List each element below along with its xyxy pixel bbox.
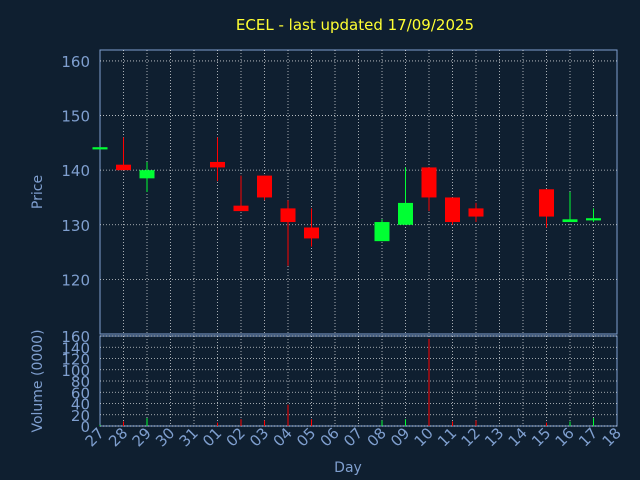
volume-axis-label: Volume (0000)	[30, 329, 46, 432]
x-tick-label: 11	[434, 424, 460, 450]
candle-body	[233, 205, 249, 212]
x-tick-label: 16	[552, 424, 578, 450]
candle-body	[468, 208, 484, 217]
x-tick-label: 06	[317, 424, 343, 450]
candle-body	[257, 175, 272, 198]
volume-tick-label: 140	[61, 339, 90, 357]
volume-tick-label: 0	[80, 418, 90, 436]
x-tick-label: 13	[481, 424, 507, 450]
x-axis-label: Day	[334, 460, 362, 476]
x-tick-label: 08	[364, 424, 390, 450]
volume-tick-label: 100	[61, 362, 90, 380]
price-panel: 120 130 140 150 160	[61, 49, 618, 335]
x-tick-label: 29	[129, 424, 155, 450]
volume-tick-label: 60	[71, 384, 90, 402]
candle-body	[421, 167, 437, 198]
price-tick-label: 160	[61, 53, 90, 71]
candle-body	[562, 219, 578, 223]
candle-body	[398, 202, 413, 225]
candle-body	[539, 189, 554, 217]
volume-tick-label: 120	[61, 351, 90, 369]
price-axis-label: Price	[30, 175, 46, 209]
x-tick-label: 04	[270, 424, 296, 450]
candle-body	[280, 208, 296, 223]
x-tick-label: 14	[505, 424, 531, 450]
x-tick-labels: 2728293031010203040506070809101112131415…	[82, 424, 625, 450]
x-tick-label: 17	[575, 424, 601, 450]
x-tick-label: 31	[176, 424, 202, 450]
x-tick-label: 02	[223, 424, 249, 450]
candle-body	[586, 218, 601, 221]
candle-body	[116, 164, 131, 171]
candle-body	[92, 147, 108, 150]
price-tick-label: 150	[61, 108, 90, 126]
x-tick-label: 07	[340, 424, 366, 450]
chart-title: ECEL - last updated 17/09/2025	[236, 16, 474, 34]
x-tick-label: 18	[599, 424, 625, 450]
x-tick-label: 15	[528, 424, 554, 450]
candle-body	[210, 161, 225, 168]
volume-tick-label: 20	[71, 407, 90, 425]
volume-tick-label: 160	[61, 328, 90, 346]
candle-body	[304, 227, 319, 239]
price-tick-label: 130	[61, 217, 90, 235]
candle-body	[374, 222, 390, 242]
x-tick-label: 10	[411, 424, 437, 450]
x-tick-label: 30	[152, 424, 178, 450]
x-tick-label: 01	[199, 424, 225, 450]
x-tick-label: 09	[387, 424, 413, 450]
x-tick-label: 28	[105, 424, 131, 450]
candle-body	[445, 197, 460, 223]
volume-tick-label: 80	[71, 373, 90, 391]
volume-tick-label: 40	[71, 396, 90, 414]
x-tick-label: 03	[246, 424, 272, 450]
candle-body	[139, 170, 155, 179]
price-tick-label: 120	[61, 271, 90, 289]
price-tick-label: 140	[61, 162, 90, 180]
x-tick-label: 12	[458, 424, 484, 450]
x-tick-label: 05	[293, 424, 319, 450]
